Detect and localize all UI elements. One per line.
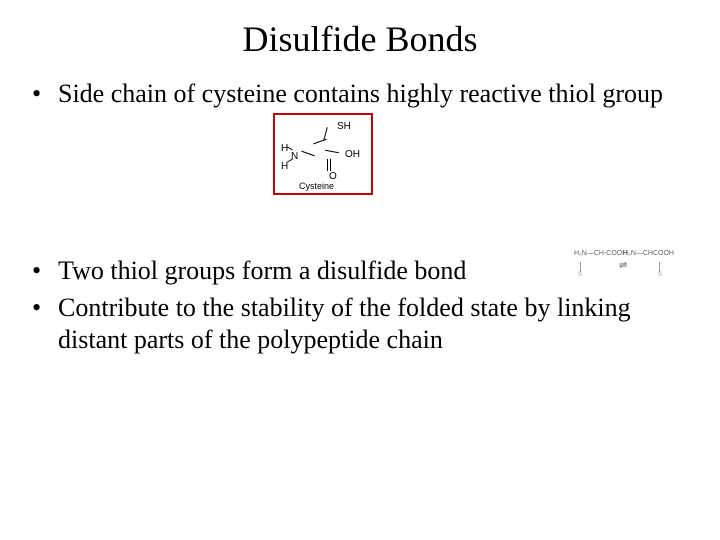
atom-label-sh: SH [337, 121, 351, 132]
bullet-marker: • [30, 255, 58, 288]
reaction-right: H₂N—CHCOOH [623, 250, 674, 257]
bullet-marker: • [30, 78, 58, 111]
content-area: • Side chain of cysteine contains highly… [0, 60, 720, 111]
bullet-item-3: • Contribute to the stability of the fol… [30, 292, 690, 357]
bond-line [313, 139, 326, 145]
cysteine-structure: SH H N H OH O Cysteine [275, 115, 371, 193]
structure-caption: Cysteine [299, 181, 334, 191]
reaction-detail-line [580, 262, 581, 272]
atom-label-h1: H [281, 143, 288, 154]
bullet-text-3: Contribute to the stability of the folde… [58, 292, 690, 357]
reaction-detail-line: S [658, 272, 662, 278]
disulfide-reaction-diagram: H₂N—CH-COOH ⇌ H₂N—CHCOOH S S [574, 248, 674, 290]
bond-line [330, 159, 331, 171]
cysteine-structure-box: SH H N H OH O Cysteine [273, 113, 373, 195]
bond-line [327, 159, 328, 171]
equilibrium-icon: ⇌ [619, 260, 627, 271]
bullet-item-1: • Side chain of cysteine contains highly… [30, 78, 690, 111]
page-title: Disulfide Bonds [0, 0, 720, 60]
atom-label-n: N [291, 151, 298, 162]
bond-line [325, 150, 339, 153]
reaction-left: H₂N—CH-COOH [574, 250, 627, 257]
reaction-detail-line [659, 262, 660, 272]
reaction-detail-line: S [578, 272, 582, 278]
atom-label-oh: OH [345, 149, 360, 160]
bond-line [301, 151, 314, 157]
bullet-marker: • [30, 292, 58, 325]
bullet-text-1: Side chain of cysteine contains highly r… [58, 78, 690, 111]
